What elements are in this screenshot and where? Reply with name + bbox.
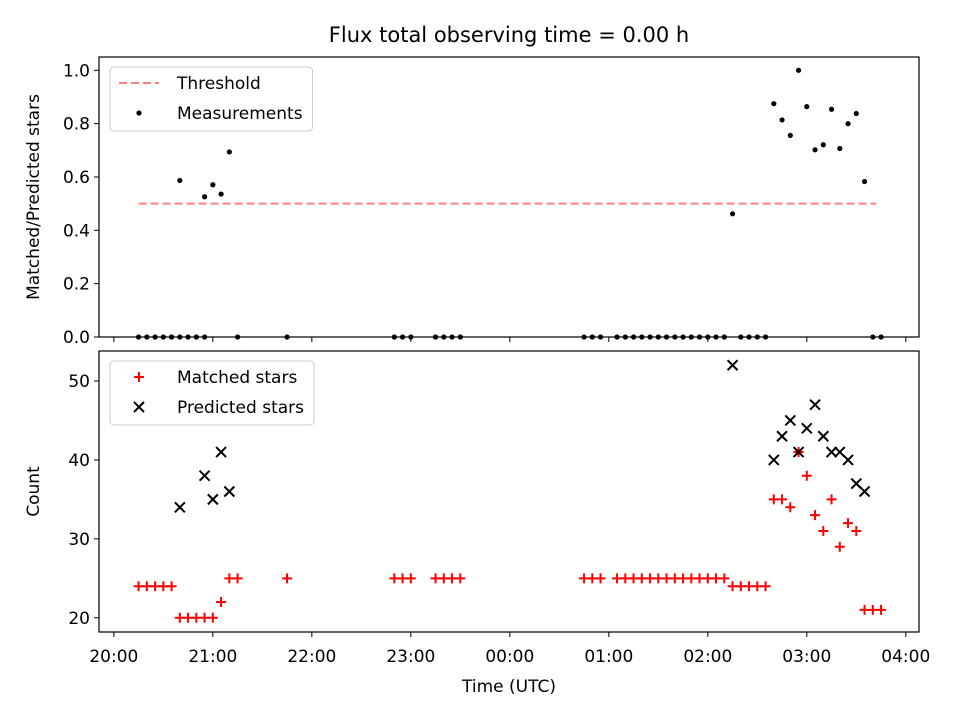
legend: Threshold Measurements (109, 66, 314, 132)
measurement-point (812, 147, 818, 153)
measurement-point (177, 177, 183, 184)
matched-star-point (207, 612, 218, 623)
predicted-star-point (198, 470, 211, 482)
y-tick-label: 1.0 (63, 61, 90, 81)
matched-star-point (818, 525, 829, 536)
measurement-point (853, 110, 859, 117)
matched-star-point (282, 573, 293, 584)
matched-star-point (405, 573, 416, 584)
measurement-point (771, 101, 777, 107)
matched-star-point (826, 494, 837, 505)
x-tick-label: 01:00 (584, 647, 633, 667)
predicted-star-point (207, 493, 219, 506)
chart-title: Flux total observing time = 0.00 h (329, 23, 689, 47)
matched-star-point (216, 597, 227, 608)
predicted-star-point (809, 398, 821, 411)
legend-predicted-swatch (133, 401, 145, 413)
x-axis-label: Time (UTC) (461, 677, 556, 697)
predicted-star-point (776, 430, 788, 442)
measurement-point (795, 67, 802, 73)
matched-star-point (232, 573, 243, 584)
measurement-point (861, 178, 868, 185)
predicted-star-point (768, 454, 780, 466)
predicted-star-point (842, 454, 854, 466)
measurement-point (837, 145, 843, 152)
legend-label: Threshold (176, 74, 261, 94)
measurement-point (779, 117, 785, 123)
predicted-star-point (858, 485, 871, 498)
legend: Matched stars Predicted stars (109, 360, 315, 426)
measurement-point (210, 182, 216, 188)
measurement-point (820, 142, 826, 148)
x-tick-label: 03:00 (782, 647, 831, 667)
matched-star-point (801, 470, 812, 481)
predicted-star-point (174, 501, 186, 513)
measurement-point (828, 106, 835, 112)
top-panel: 0.0 0.2 0.4 0.6 0.8 1.0 Matched/Predicted star… (24, 56, 920, 348)
measurement-point (804, 104, 810, 110)
measurement-point (845, 121, 851, 127)
predicted-star-point (726, 359, 739, 371)
y-tick-label: 30 (68, 530, 90, 550)
measurement-point (787, 132, 793, 138)
matched-star-point (595, 573, 606, 584)
y-axis-label: Matched/Predicted stars (24, 94, 44, 300)
legend-measurement-swatch (136, 110, 142, 116)
measurement-point (729, 211, 736, 217)
predicted-star-point (817, 430, 830, 442)
bottom-panel: 20 30 40 50 20:00 21:00 22:00 23:00 00:00 01:00 02… (24, 350, 930, 697)
legend-matched-swatch (134, 372, 144, 382)
x-tick-label: 20:00 (89, 647, 138, 667)
legend-box (109, 360, 315, 426)
matched-star-point (851, 525, 862, 536)
matched-star-point (843, 518, 854, 529)
matched-star-point (876, 604, 887, 615)
matched-star-point (166, 581, 177, 592)
plot-frame (98, 56, 920, 338)
legend-label: Measurements (177, 104, 303, 124)
x-tick-label: 22:00 (287, 647, 336, 667)
x-tick-label: 21:00 (188, 647, 237, 667)
matched-star-point (455, 573, 466, 584)
matched-star-point (785, 502, 796, 513)
y-tick-label: 0.2 (63, 275, 90, 295)
predicted-star-point (792, 446, 805, 458)
y-tick-label: 0.4 (63, 221, 90, 241)
plot-frame (98, 350, 920, 633)
y-tick-label: 0.6 (63, 168, 90, 188)
predicted-star-point (215, 446, 227, 458)
legend-label: Matched stars (177, 368, 297, 388)
matched-star-point (834, 541, 845, 552)
measurement-point (226, 149, 232, 155)
matched-star-point (760, 581, 771, 592)
measurement-point (218, 191, 224, 197)
y-tick-label: 40 (68, 451, 90, 471)
matched-star-point (719, 573, 730, 584)
measurement-point (201, 194, 208, 200)
legend-label: Predicted stars (177, 398, 304, 418)
matched-star-point (777, 494, 788, 505)
predicted-star-point (223, 485, 236, 498)
x-tick-label: 04:00 (881, 647, 930, 667)
x-tick-label: 02:00 (683, 647, 732, 667)
predicted-star-point (825, 446, 838, 458)
predicted-star-point (801, 422, 813, 435)
predicted-star-point (784, 414, 797, 427)
x-tick-label: 23:00 (386, 647, 435, 667)
y-tick-label: 20 (68, 609, 90, 629)
legend-box (109, 66, 314, 132)
y-tick-label: 0.8 (63, 115, 90, 135)
matched-star-point (810, 510, 821, 521)
y-axis-label: Count (24, 466, 44, 517)
x-tick-label: 00:00 (485, 647, 534, 667)
y-tick-label: 50 (68, 372, 90, 392)
y-tick-label: 0.0 (63, 328, 90, 348)
